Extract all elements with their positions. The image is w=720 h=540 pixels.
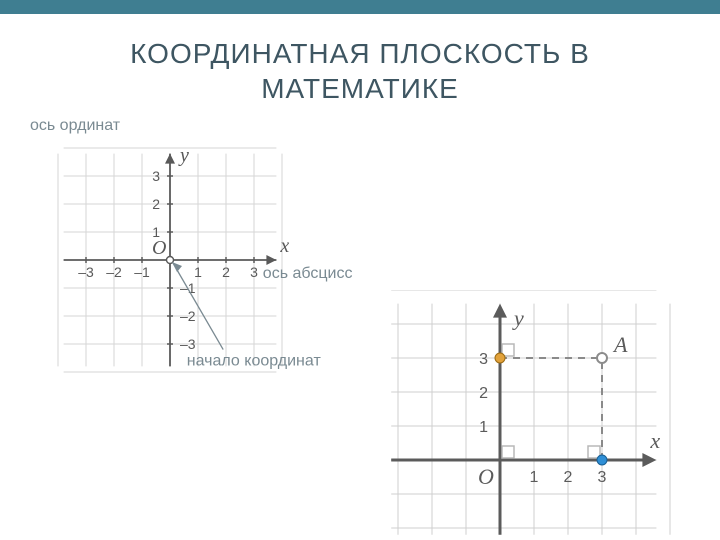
y-tick-label: 2: [152, 196, 160, 212]
y-tick-label: 3: [479, 351, 488, 368]
x-tick-label: –1: [134, 264, 150, 280]
page-title: КООРДИНАТНАЯ ПЛОСКОСТЬ В МАТЕМАТИКЕ: [0, 14, 720, 120]
figure-stage: –3–2–1123123–1–2–3xyOось ординатось абсц…: [0, 120, 720, 540]
x-tick-label: –3: [78, 264, 94, 280]
label-point-a: A: [612, 332, 628, 357]
y-tick-label: –2: [180, 308, 196, 324]
y-symbol: y: [512, 306, 524, 331]
x-tick-label: 1: [194, 264, 202, 280]
origin-letter: O: [152, 237, 166, 259]
label-y-axis: ось ординат: [30, 117, 121, 134]
marker-y-intercept: [495, 353, 505, 363]
y-tick-label: 3: [152, 168, 160, 184]
y-symbol: y: [178, 145, 189, 167]
label-x-axis: ось абсцисс: [263, 265, 353, 282]
x-tick-label: 2: [222, 264, 230, 280]
x-symbol: x: [279, 235, 289, 257]
x-tick-label: 1: [530, 469, 539, 486]
x-tick-label: –2: [106, 264, 122, 280]
figure-coordinate-plane: –3–2–1123123–1–2–3xyOось ординатось абсц…: [10, 110, 370, 410]
x-tick-label: 2: [564, 469, 573, 486]
marker-x-intercept: [597, 455, 607, 465]
x-tick-label: 3: [250, 264, 258, 280]
origin-letter: O: [478, 464, 494, 489]
x-tick-label: 3: [598, 469, 607, 486]
figure-point-a: 1 2 3 1 2 3 y x O A: [380, 290, 700, 540]
label-origin: начало координат: [187, 353, 322, 370]
y-tick-label: –3: [180, 336, 196, 352]
marker-point-a: [597, 353, 607, 363]
y-tick-label: 1: [479, 419, 488, 436]
right-angle-origin: [502, 446, 514, 458]
top-accent-bar: [0, 0, 720, 14]
y-tick-label: 2: [479, 385, 488, 402]
x-symbol: x: [649, 428, 660, 453]
